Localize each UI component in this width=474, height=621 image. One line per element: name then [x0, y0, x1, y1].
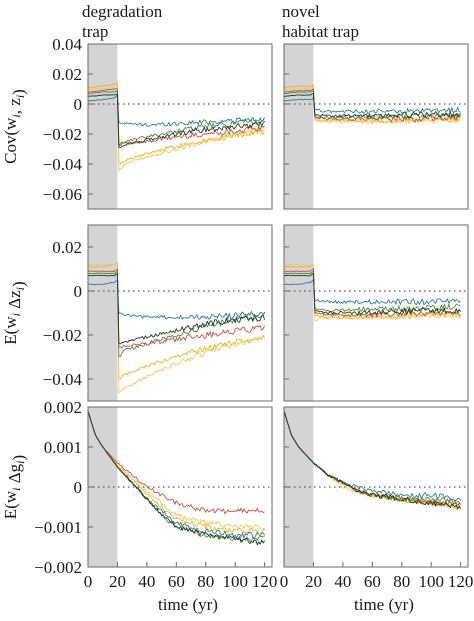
y-axis-title: E(wi Δzi): [1, 281, 28, 344]
series-line: [88, 410, 265, 515]
x-tick-label: 100: [418, 572, 444, 591]
column-title-line1: degradation: [82, 2, 163, 21]
x-tick-label: 100: [222, 572, 248, 591]
chart-panel: [283, 43, 469, 210]
column-title-degradation: degradation trap: [82, 2, 163, 41]
y-tick-label: −0.04: [43, 155, 83, 174]
series-line: [88, 88, 265, 146]
series-line: [88, 273, 266, 345]
series-line: [88, 261, 265, 394]
chart-panel: 0.04 0.02 0 −0.02 −0.04 −0.06 Cov(wi, zi): [1, 35, 273, 210]
column-title-line1: novel: [282, 2, 320, 21]
x-axis-title: time (yr): [158, 595, 218, 614]
y-tick-label: −0.06: [43, 185, 82, 204]
y-tick-label: 0.002: [44, 398, 82, 417]
series-line: [284, 410, 462, 510]
series-line: [88, 410, 265, 546]
y-tick-label: −0.04: [43, 370, 83, 389]
series-line: [284, 90, 462, 120]
x-tick-label: 60: [168, 572, 185, 591]
y-tick-label: 0: [74, 282, 83, 301]
panel-frame: [87, 224, 273, 402]
y-tick-label: 0.001: [44, 438, 82, 457]
series-group: [284, 84, 462, 125]
y-tick-label: 0: [74, 478, 83, 497]
x-axis-title: time (yr): [354, 595, 414, 614]
x-tick-label: 120: [252, 572, 278, 591]
series-line: [284, 92, 461, 119]
x-tick-label: 0: [84, 572, 93, 591]
y-axis-title: E(wi Δgi): [1, 455, 28, 519]
x-tick-label: 0: [280, 572, 289, 591]
y-tick-label: 0.04: [52, 35, 82, 54]
series-line: [88, 271, 266, 357]
x-tick-label: 60: [364, 572, 381, 591]
series-line: [88, 85, 265, 172]
y-axis-title: Cov(wi, zi): [1, 89, 28, 164]
x-tick-label: 40: [138, 572, 155, 591]
series-group: [88, 261, 266, 394]
series-line: [284, 268, 461, 318]
panel-frame: [283, 224, 469, 402]
series-line: [284, 272, 461, 316]
y-tick-label: −0.02: [43, 326, 82, 345]
series-group: [88, 82, 265, 172]
y-tick-label: 0: [74, 95, 83, 114]
series-line: [88, 411, 265, 534]
panel-frame: [87, 43, 273, 210]
shaded-region: [88, 44, 118, 209]
column-title-line2: trap: [82, 22, 108, 41]
column-title-line2: habitat trap: [282, 22, 359, 41]
x-tick-label: 40: [334, 572, 351, 591]
x-tick-label: 20: [109, 572, 126, 591]
shaded-region: [284, 225, 314, 401]
series-line: [284, 86, 461, 125]
shaded-region: [284, 44, 314, 209]
chart-panel: 0 20 40 60 80 100 120 time (yr): [280, 406, 474, 614]
series-group: [284, 410, 462, 510]
panel-frame: [283, 43, 469, 210]
series-line: [88, 93, 265, 149]
shaded-region: [88, 225, 118, 401]
column-title-novel-habitat: novel habitat trap: [282, 2, 359, 41]
x-tick-label: 80: [197, 572, 214, 591]
series-group: [88, 410, 265, 546]
series-line: [284, 270, 461, 313]
x-tick-label: 80: [393, 572, 410, 591]
y-tick-label: −0.002: [34, 558, 82, 577]
series-line: [88, 268, 266, 349]
series-group: [284, 263, 461, 321]
chart-panel: 0.02 0 −0.02 −0.04 E(wi Δzi): [1, 224, 273, 402]
y-tick-label: 0.02: [52, 65, 82, 84]
x-tick-label: 20: [305, 572, 322, 591]
y-tick-label: −0.02: [43, 125, 82, 144]
chart-panel: [283, 224, 469, 402]
y-tick-label: 0.02: [52, 238, 82, 257]
y-tick-label: −0.001: [34, 518, 82, 537]
x-tick-label: 120: [448, 572, 474, 591]
